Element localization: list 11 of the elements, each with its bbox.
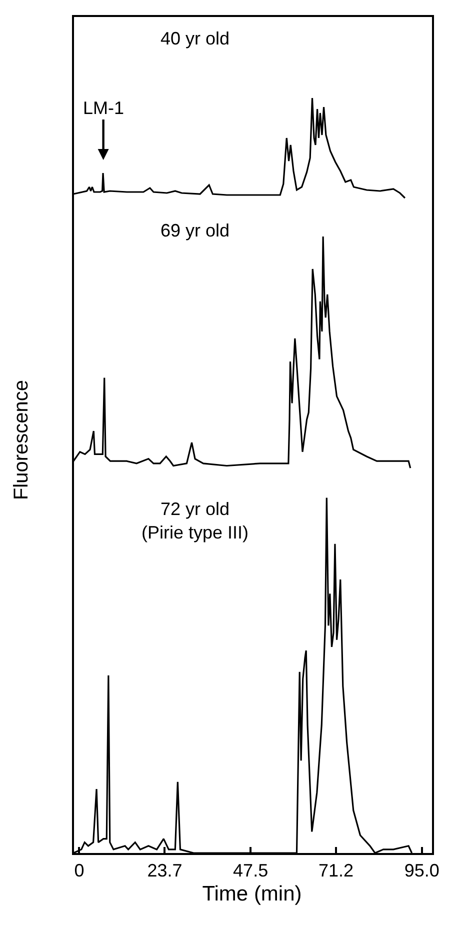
x-tick-label: 23.7 — [147, 860, 182, 881]
annotation: LM-1 — [83, 98, 124, 118]
x-tick-label: 71.2 — [318, 860, 354, 881]
x-tick-label: 95.0 — [404, 860, 440, 881]
x-tick-label: 0 — [74, 860, 84, 881]
chart-title: 40 yr old — [160, 28, 230, 48]
x-tick-label: 47.5 — [233, 860, 268, 881]
y-axis-title: Fluorescence — [10, 380, 34, 500]
chart-title: 69 yr old — [160, 220, 230, 240]
text: 72 yr old (Pirie type III) — [141, 499, 249, 542]
x-axis-title: Time (min) — [202, 882, 302, 906]
